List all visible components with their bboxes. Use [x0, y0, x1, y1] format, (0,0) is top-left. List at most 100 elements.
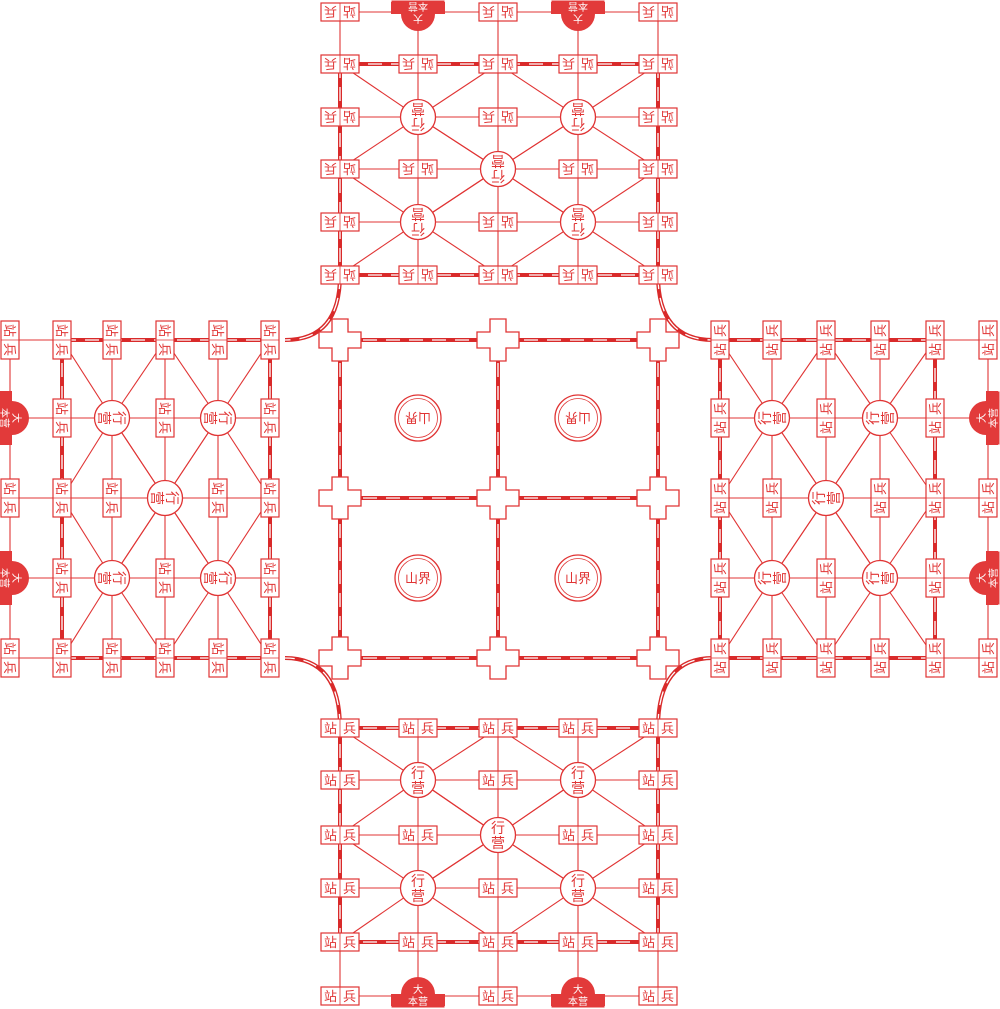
camp[interactable]: 行营 [399, 761, 437, 799]
post[interactable]: 站兵 [320, 265, 360, 285]
post[interactable]: 站兵 [0, 320, 20, 360]
camp[interactable]: 行营 [199, 559, 237, 597]
post[interactable]: 站兵 [155, 558, 175, 598]
post[interactable]: 站兵 [558, 54, 598, 74]
post[interactable]: 站兵 [978, 478, 998, 518]
post[interactable]: 站兵 [52, 478, 72, 518]
post[interactable]: 站兵 [638, 265, 678, 285]
post[interactable]: 站兵 [320, 878, 360, 898]
post[interactable]: 站兵 [398, 932, 438, 952]
camp[interactable]: 行营 [559, 98, 597, 136]
post[interactable]: 站兵 [710, 398, 730, 438]
post[interactable]: 站兵 [208, 320, 228, 360]
camp[interactable]: 行营 [753, 559, 791, 597]
post[interactable]: 站兵 [155, 398, 175, 438]
post[interactable]: 站兵 [478, 878, 518, 898]
headquarters[interactable]: 大本营 [391, 977, 445, 1008]
post[interactable]: 站兵 [638, 770, 678, 790]
post[interactable]: 站兵 [398, 718, 438, 738]
post[interactable]: 站兵 [478, 770, 518, 790]
post[interactable]: 站兵 [978, 638, 998, 678]
headquarters[interactable]: 大本营 [391, 0, 445, 31]
post[interactable]: 站兵 [0, 638, 20, 678]
headquarters[interactable]: 大本营 [0, 391, 29, 445]
post[interactable]: 站兵 [52, 320, 72, 360]
post[interactable]: 站兵 [478, 2, 518, 22]
headquarters[interactable]: 大本营 [969, 391, 1000, 445]
camp[interactable]: 行营 [199, 399, 237, 437]
railway-crossing[interactable] [476, 636, 520, 680]
post[interactable]: 站兵 [638, 825, 678, 845]
headquarters[interactable]: 大本营 [0, 551, 29, 605]
post[interactable]: 站兵 [320, 770, 360, 790]
camp[interactable]: 行营 [399, 869, 437, 907]
post[interactable]: 站兵 [260, 638, 280, 678]
post[interactable]: 站兵 [816, 398, 836, 438]
camp[interactable]: 行营 [861, 399, 899, 437]
post[interactable]: 站兵 [398, 825, 438, 845]
post[interactable]: 站兵 [870, 478, 890, 518]
post[interactable]: 站兵 [398, 265, 438, 285]
post[interactable]: 站兵 [320, 107, 360, 127]
post[interactable]: 站兵 [208, 638, 228, 678]
headquarters[interactable]: 大本营 [969, 551, 1000, 605]
railway-crossing[interactable] [636, 636, 680, 680]
post[interactable]: 站兵 [816, 558, 836, 598]
post[interactable]: 站兵 [52, 398, 72, 438]
post[interactable]: 站兵 [925, 398, 945, 438]
camp[interactable]: 行营 [479, 816, 517, 854]
post[interactable]: 站兵 [638, 212, 678, 232]
post[interactable]: 站兵 [558, 932, 598, 952]
headquarters[interactable]: 大本营 [551, 977, 605, 1008]
post[interactable]: 站兵 [558, 265, 598, 285]
post[interactable]: 站兵 [102, 638, 122, 678]
post[interactable]: 站兵 [925, 478, 945, 518]
post[interactable]: 站兵 [925, 638, 945, 678]
camp[interactable]: 行营 [93, 559, 131, 597]
railway-crossing[interactable] [636, 318, 680, 362]
post[interactable]: 站兵 [710, 558, 730, 598]
post[interactable]: 站兵 [320, 825, 360, 845]
post[interactable]: 站兵 [478, 265, 518, 285]
headquarters[interactable]: 大本营 [551, 0, 605, 31]
post[interactable]: 站兵 [320, 718, 360, 738]
camp[interactable]: 行营 [861, 559, 899, 597]
camp[interactable]: 行营 [559, 761, 597, 799]
railway-crossing[interactable] [318, 476, 362, 520]
post[interactable]: 站兵 [558, 825, 598, 845]
post[interactable]: 站兵 [478, 212, 518, 232]
post[interactable]: 站兵 [155, 320, 175, 360]
post[interactable]: 站兵 [102, 478, 122, 518]
post[interactable]: 站兵 [978, 320, 998, 360]
post[interactable]: 站兵 [870, 320, 890, 360]
post[interactable]: 站兵 [102, 320, 122, 360]
post[interactable]: 站兵 [638, 932, 678, 952]
post[interactable]: 站兵 [710, 478, 730, 518]
post[interactable]: 站兵 [320, 2, 360, 22]
post[interactable]: 站兵 [320, 986, 360, 1006]
post[interactable]: 站兵 [638, 2, 678, 22]
post[interactable]: 站兵 [260, 398, 280, 438]
post[interactable]: 站兵 [260, 478, 280, 518]
post[interactable]: 站兵 [320, 932, 360, 952]
railway-crossing[interactable] [476, 318, 520, 362]
post[interactable]: 站兵 [320, 159, 360, 179]
camp[interactable]: 行营 [399, 203, 437, 241]
camp[interactable]: 行营 [399, 98, 437, 136]
camp[interactable]: 行营 [93, 399, 131, 437]
camp[interactable]: 行营 [559, 203, 597, 241]
post[interactable]: 站兵 [925, 320, 945, 360]
post[interactable]: 站兵 [710, 638, 730, 678]
camp[interactable]: 行营 [146, 479, 184, 517]
post[interactable]: 站兵 [478, 986, 518, 1006]
post[interactable]: 站兵 [558, 718, 598, 738]
post[interactable]: 站兵 [155, 638, 175, 678]
post[interactable]: 站兵 [638, 107, 678, 127]
post[interactable]: 站兵 [762, 638, 782, 678]
post[interactable]: 站兵 [52, 558, 72, 598]
post[interactable]: 站兵 [398, 159, 438, 179]
post[interactable]: 站兵 [558, 159, 598, 179]
post[interactable]: 站兵 [710, 320, 730, 360]
post[interactable]: 站兵 [0, 478, 20, 518]
post[interactable]: 站兵 [260, 320, 280, 360]
